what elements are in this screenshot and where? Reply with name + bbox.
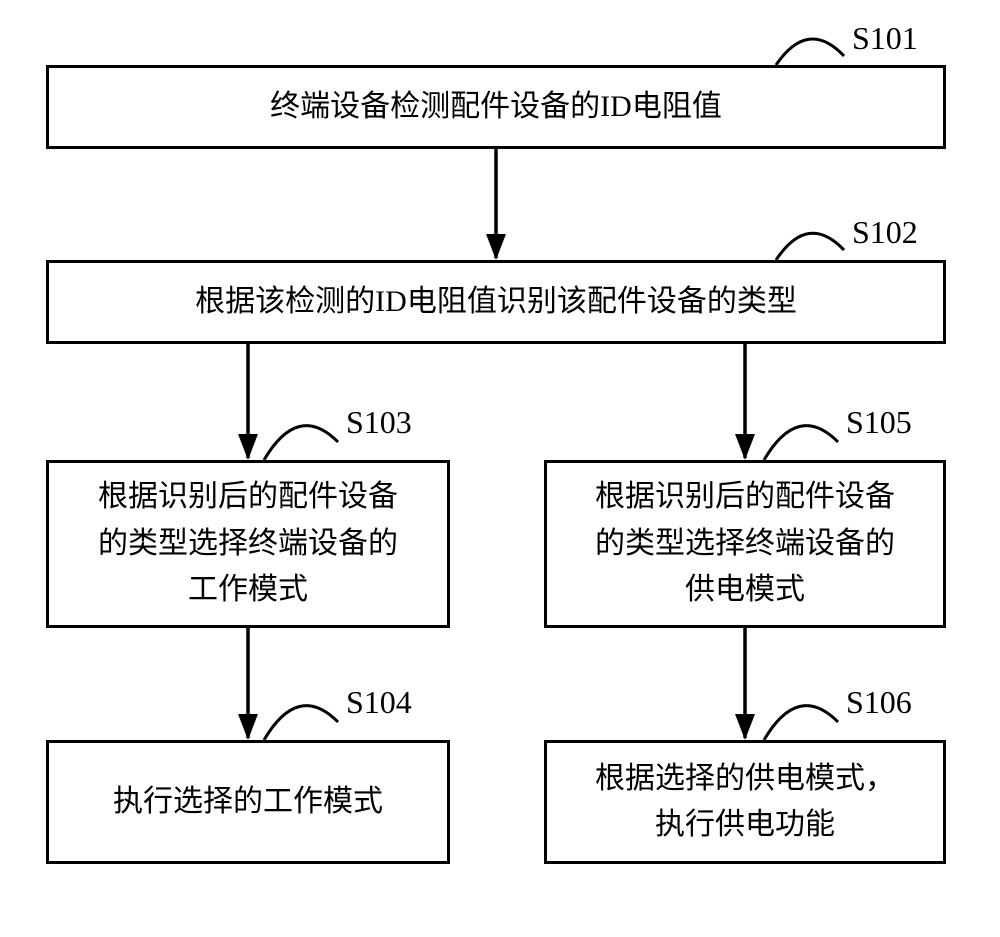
node-s103-line2: 的类型选择终端设备的 [98,527,398,560]
flowchart-canvas: 终端设备检测配件设备的ID电阻值 S101 根据该检测的ID电阻值识别该配件设备… [0,0,1000,937]
label-s106: S106 [846,684,912,721]
node-s101-text: 终端设备检测配件设备的ID电阻值 [270,84,722,131]
leader-s105 [764,426,838,460]
node-s106: 根据选择的供电模式， 执行供电功能 [544,740,946,864]
node-s103-line1: 根据识别后的配件设备 [98,480,398,513]
label-s104: S104 [346,684,412,721]
node-s105-line3: 供电模式 [685,573,805,606]
node-s102-text: 根据该检测的ID电阻值识别该配件设备的类型 [195,279,797,326]
node-s106-text: 根据选择的供电模式， 执行供电功能 [595,756,895,849]
label-s101: S101 [852,20,918,57]
node-s104-text: 执行选择的工作模式 [113,779,383,826]
node-s105-line1: 根据识别后的配件设备 [595,480,895,513]
leader-s103 [264,426,338,460]
label-s105: S105 [846,404,912,441]
label-s102: S102 [852,214,918,251]
node-s106-line1: 根据选择的供电模式， [595,762,895,795]
node-s106-line2: 执行供电功能 [655,808,835,841]
node-s104: 执行选择的工作模式 [46,740,450,864]
node-s105: 根据识别后的配件设备 的类型选择终端设备的 供电模式 [544,460,946,628]
node-s105-text: 根据识别后的配件设备 的类型选择终端设备的 供电模式 [595,474,895,614]
leader-s106 [764,706,838,740]
node-s103: 根据识别后的配件设备 的类型选择终端设备的 工作模式 [46,460,450,628]
node-s102: 根据该检测的ID电阻值识别该配件设备的类型 [46,260,946,344]
node-s101: 终端设备检测配件设备的ID电阻值 [46,65,946,149]
node-s103-line3: 工作模式 [188,573,308,606]
leader-s104 [264,706,338,740]
leader-s101 [776,39,844,65]
label-s103: S103 [346,404,412,441]
node-s103-text: 根据识别后的配件设备 的类型选择终端设备的 工作模式 [98,474,398,614]
leader-s102 [776,233,844,260]
node-s105-line2: 的类型选择终端设备的 [595,527,895,560]
